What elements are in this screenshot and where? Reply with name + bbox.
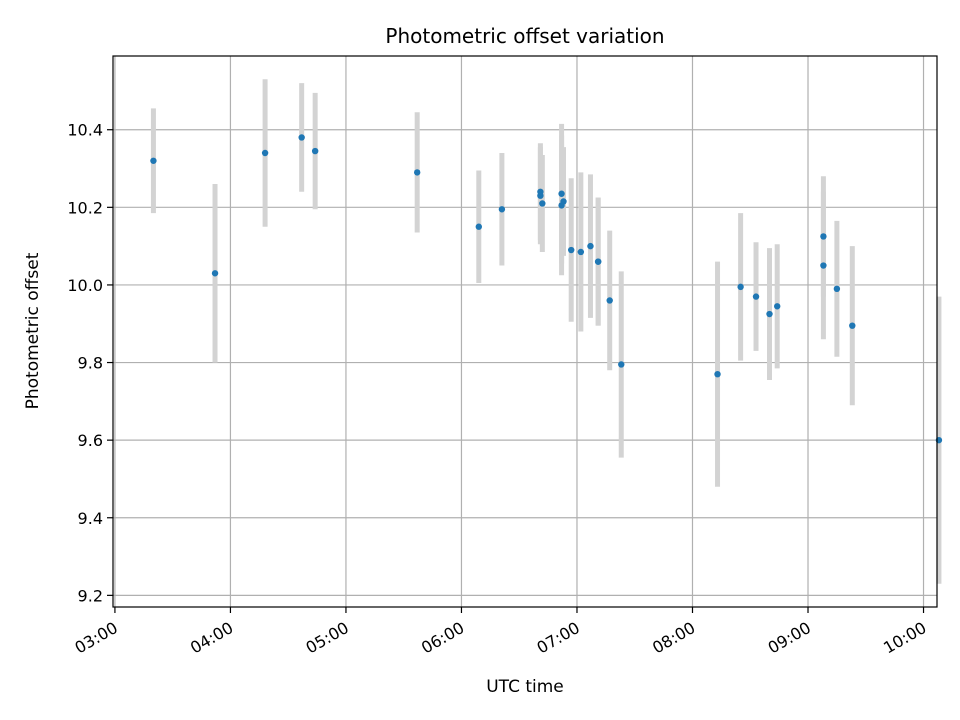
x-tick-label: 06:00 — [418, 618, 467, 658]
data-point — [577, 248, 585, 256]
data-point — [737, 283, 744, 291]
y-tick-label: 9.8 — [78, 354, 103, 373]
data-point — [311, 147, 319, 155]
data-point — [568, 246, 575, 254]
data-point — [558, 190, 565, 197]
data-point — [413, 169, 421, 176]
chart-title: Photometric offset variation — [385, 24, 664, 48]
x-tick-label: 10:00 — [880, 618, 929, 658]
x-tick-label: 07:00 — [534, 618, 583, 658]
data-point — [594, 258, 602, 265]
grid-lines — [113, 56, 937, 607]
x-tick-label: 03:00 — [71, 618, 120, 658]
data-point — [752, 293, 760, 300]
data-point — [766, 310, 773, 318]
data-point — [211, 270, 219, 277]
x-axis-ticks: 03:00 04:00 05:00 06:00 07:00 08:00 09:00 10:00 — [71, 607, 930, 658]
data-point — [820, 233, 827, 240]
data-point — [539, 200, 546, 207]
data-point — [820, 262, 827, 269]
x-tick-label: 08:00 — [649, 618, 698, 658]
data-points — [150, 134, 943, 444]
data-point — [560, 198, 567, 205]
data-point — [774, 303, 781, 310]
y-tick-label: 10.4 — [67, 121, 103, 140]
data-point — [833, 285, 841, 293]
y-tick-label: 9.4 — [78, 509, 103, 528]
data-point — [298, 134, 305, 141]
y-tick-label: 10.0 — [67, 276, 103, 295]
data-point — [498, 206, 506, 213]
data-point — [714, 370, 721, 378]
x-tick-label: 09:00 — [765, 618, 814, 658]
data-point — [475, 223, 482, 230]
data-point — [261, 149, 269, 157]
plot-frame — [112, 55, 938, 608]
data-point — [618, 361, 625, 368]
x-axis-label: UTC time — [486, 677, 564, 697]
y-axis-ticks: 9.2 9.4 9.6 9.8 10.0 10.2 10.4 — [67, 121, 113, 605]
x-tick-label: 05:00 — [303, 618, 352, 658]
data-point — [587, 242, 594, 250]
y-tick-label: 9.2 — [78, 586, 103, 605]
x-tick-label: 04:00 — [187, 618, 236, 658]
y-axis-label: Photometric offset — [23, 252, 43, 409]
y-tick-label: 10.2 — [67, 198, 103, 217]
y-tick-label: 9.6 — [78, 431, 103, 450]
data-point — [150, 157, 157, 164]
data-point — [606, 297, 613, 304]
error-bars — [150, 79, 942, 584]
data-point — [537, 192, 544, 199]
data-point — [849, 322, 856, 329]
